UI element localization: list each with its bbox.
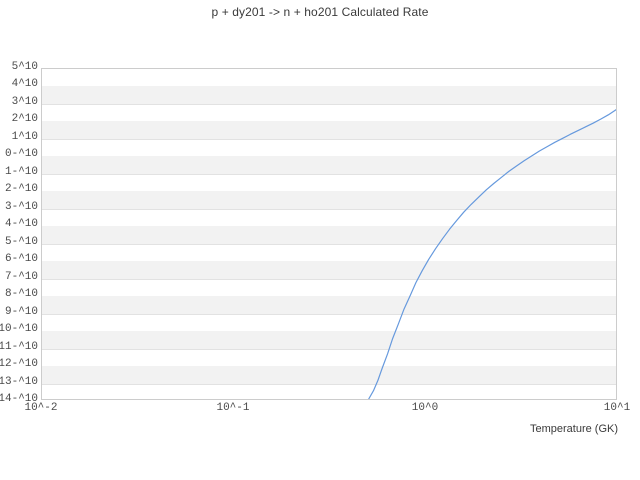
y-tick-label: 10^-14 <box>0 393 38 405</box>
grid-line <box>42 314 616 315</box>
plot-band <box>42 331 616 349</box>
x-tick-label: 10^-2 <box>24 402 58 414</box>
y-tick-label: 10^-7 <box>4 270 38 283</box>
y-tick-label: 10^-13 <box>0 375 38 388</box>
y-tick-label: 10^-9 <box>4 305 38 318</box>
y-tick-label: 10^-10 <box>0 323 38 336</box>
grid-line <box>42 244 616 245</box>
y-tick-label: 10^-12 <box>0 358 38 371</box>
x-axis-title: Temperature (GK) <box>529 423 618 435</box>
y-tick-label: 10^-11 <box>0 340 38 353</box>
y-tick-label: 10^-4 <box>4 218 38 231</box>
y-tick-label: 10^-0 <box>4 148 38 161</box>
grid-line <box>42 139 616 140</box>
x-tick-label: 10^0 <box>411 402 439 414</box>
y-tick-label: 10^-8 <box>4 288 38 301</box>
grid-line <box>42 384 616 385</box>
y-tick-label: 10^-1 <box>4 165 38 178</box>
plot-band <box>42 296 616 314</box>
y-tick-label: 10^-6 <box>4 253 38 266</box>
chart-title: p + dy201 -> n + ho201 Calculated Rate <box>211 5 429 19</box>
y-tick-label: 10^-2 <box>4 183 38 196</box>
rate-curve-svg <box>368 109 616 399</box>
y-tick-label: 10^-5 <box>4 235 38 248</box>
x-tick-label: 10^1 <box>603 402 631 414</box>
plot-band <box>42 366 616 384</box>
grid-line <box>42 174 616 175</box>
rate-curve-line <box>368 109 616 399</box>
plot-band <box>42 226 616 244</box>
plot-band <box>42 121 616 139</box>
x-tick-label: 10^-1 <box>216 402 250 414</box>
y-tick-label: 10^3 <box>11 95 38 108</box>
plot-band <box>42 86 616 104</box>
grid-line <box>42 104 616 105</box>
plot-band <box>42 156 616 174</box>
y-tick-label: 10^1 <box>11 130 38 143</box>
plot-band <box>42 261 616 279</box>
y-axis-tick-labels: 10^5 10^4 10^3 10^2 10^1 10^-0 10^-1 10^-2 10^-3… <box>0 0 38 480</box>
plot-band <box>42 191 616 209</box>
y-tick-label: 10^5 <box>11 61 38 73</box>
y-tick-label: 10^-3 <box>4 200 38 213</box>
grid-line <box>42 349 616 350</box>
grid-line <box>42 209 616 210</box>
plot-area <box>41 68 617 400</box>
y-tick-label: 10^2 <box>11 113 38 126</box>
grid-line <box>42 279 616 280</box>
y-tick-label: 10^4 <box>11 78 38 91</box>
